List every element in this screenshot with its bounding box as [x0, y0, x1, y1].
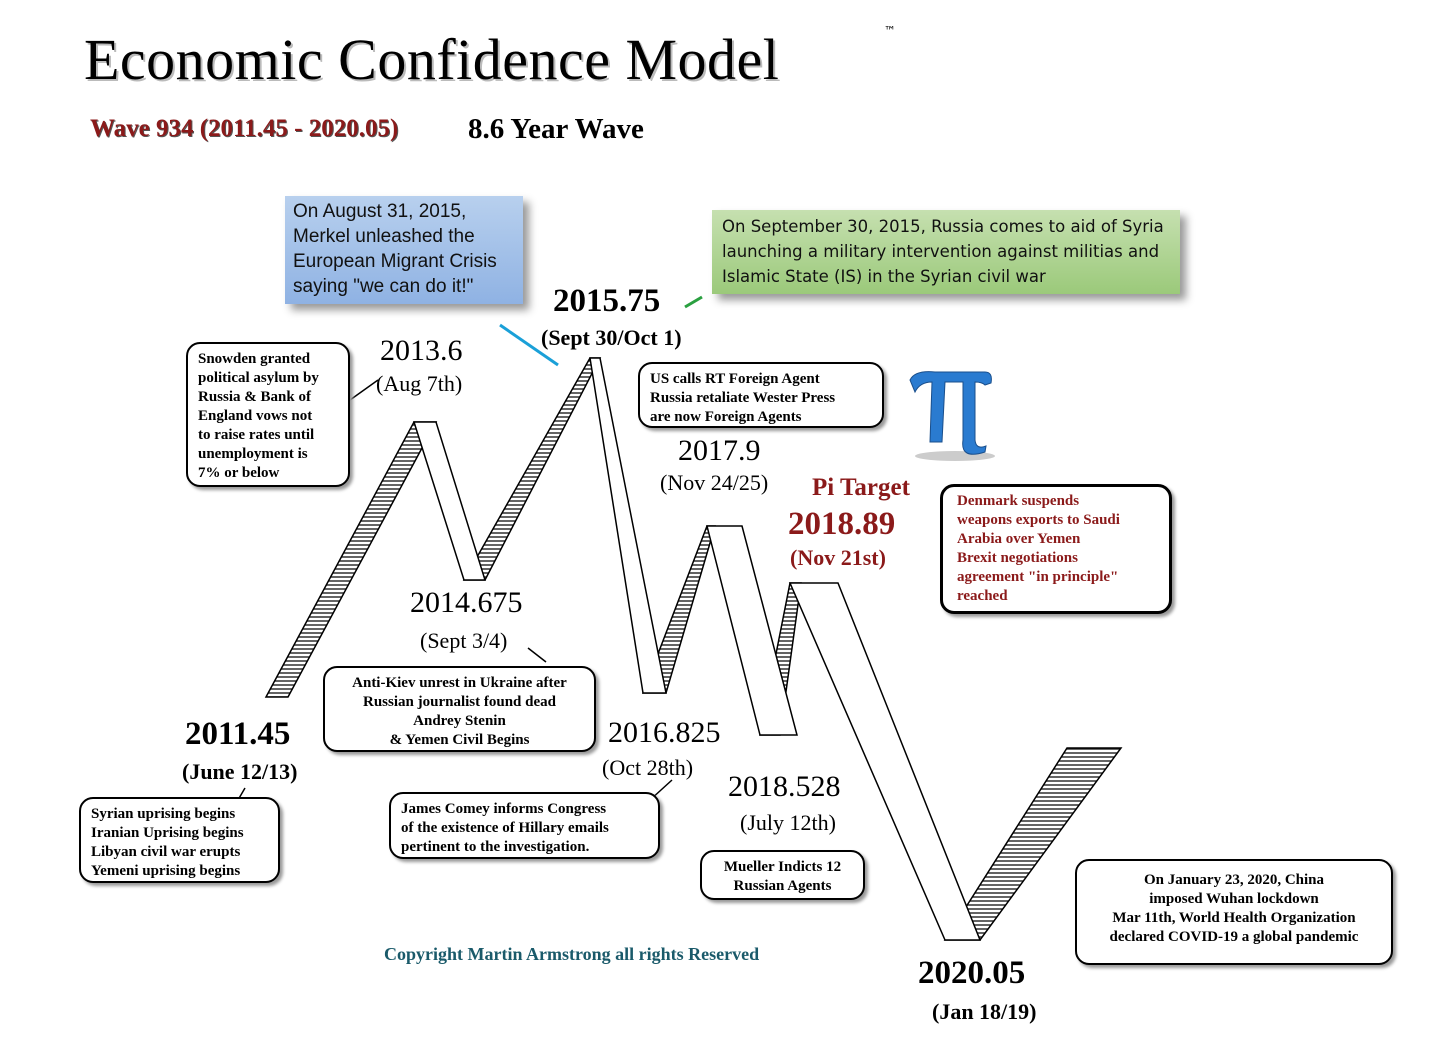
turning-point-value: 2017.9 — [678, 434, 761, 467]
comey-event-box: James Comey informs Congress of the exis… — [389, 792, 660, 859]
wave-up-legs — [264, 357, 1123, 941]
covid-event-box: On January 23, 2020, China imposed Wuhan… — [1075, 859, 1393, 965]
russia-syria-callout: On September 30, 2015, Russia comes to a… — [712, 210, 1180, 294]
up-leg-2014-2015 — [462, 357, 602, 581]
rt-foreign-agent-event-box: US calls RT Foreign Agent Russia retalia… — [638, 362, 884, 428]
russia-pointer — [684, 295, 703, 309]
turning-point-date: (Jan 18/19) — [932, 999, 1037, 1024]
snowden-event-box: Snowden granted political asylum by Russ… — [186, 342, 350, 487]
turning-point-value: 2016.825 — [608, 716, 721, 749]
turning-point-value: 2014.675 — [410, 586, 523, 619]
turning-point-date: (Nov 24/25) — [660, 470, 769, 495]
down-leg-2017-2018 — [706, 525, 798, 736]
turning-point-date: (Oct 28th) — [602, 755, 694, 780]
turning-point-date: (Nov 21st) — [790, 545, 886, 570]
turning-point-value: 2020.05 — [918, 955, 1026, 991]
turning-point-value: 2015.75 — [553, 283, 661, 319]
trademark-mark: ™ — [884, 24, 896, 38]
merkel-callout: On August 31, 2015, Merkel unleashed the… — [285, 196, 523, 304]
denmark-brexit-event-box: Denmark suspends weapons exports to Saud… — [940, 484, 1172, 614]
snowden-pointer — [349, 379, 379, 401]
turning-point-date: (Sept 3/4) — [420, 628, 508, 653]
mueller-event-box: Mueller Indicts 12 Russian Agents — [700, 850, 865, 900]
turning-point-date: (Sept 30/Oct 1) — [541, 325, 682, 350]
turning-point-value: 2011.45 — [185, 716, 291, 752]
turning-point-date: (June 12/13) — [182, 759, 298, 784]
down-leg-2015-2016 — [589, 357, 667, 694]
turning-point-date: (Aug 7th) — [376, 371, 463, 396]
ukraine-pointer — [527, 647, 547, 663]
ukraine-event-box: Anti-Kiev unrest in Ukraine after Russia… — [323, 666, 596, 752]
down-leg-2013-2014 — [412, 421, 487, 581]
pi-target-label: Pi Target — [812, 474, 910, 501]
diagram-title: Economic Confidence Model — [84, 27, 780, 92]
turning-point-date: (July 12th) — [740, 810, 836, 835]
wave-label: Wave 934 (2011.45 - 2020.05) — [90, 115, 399, 142]
merkel-pointer — [499, 323, 559, 367]
turning-point-value: 2018.89 — [788, 506, 896, 542]
turning-point-value: 2013.6 — [380, 334, 463, 367]
wave-down-legs — [412, 357, 982, 941]
turning-point-value: 2018.528 — [728, 770, 841, 803]
wave-length-label: 8.6 Year Wave — [468, 113, 644, 145]
syria-2011-event-box: Syrian uprising begins Iranian Uprising … — [79, 797, 280, 883]
copyright-notice: Copyright Martin Armstrong all rights Re… — [384, 944, 760, 964]
down-leg-2018-2020 — [788, 582, 982, 941]
pi-icon — [909, 371, 995, 461]
